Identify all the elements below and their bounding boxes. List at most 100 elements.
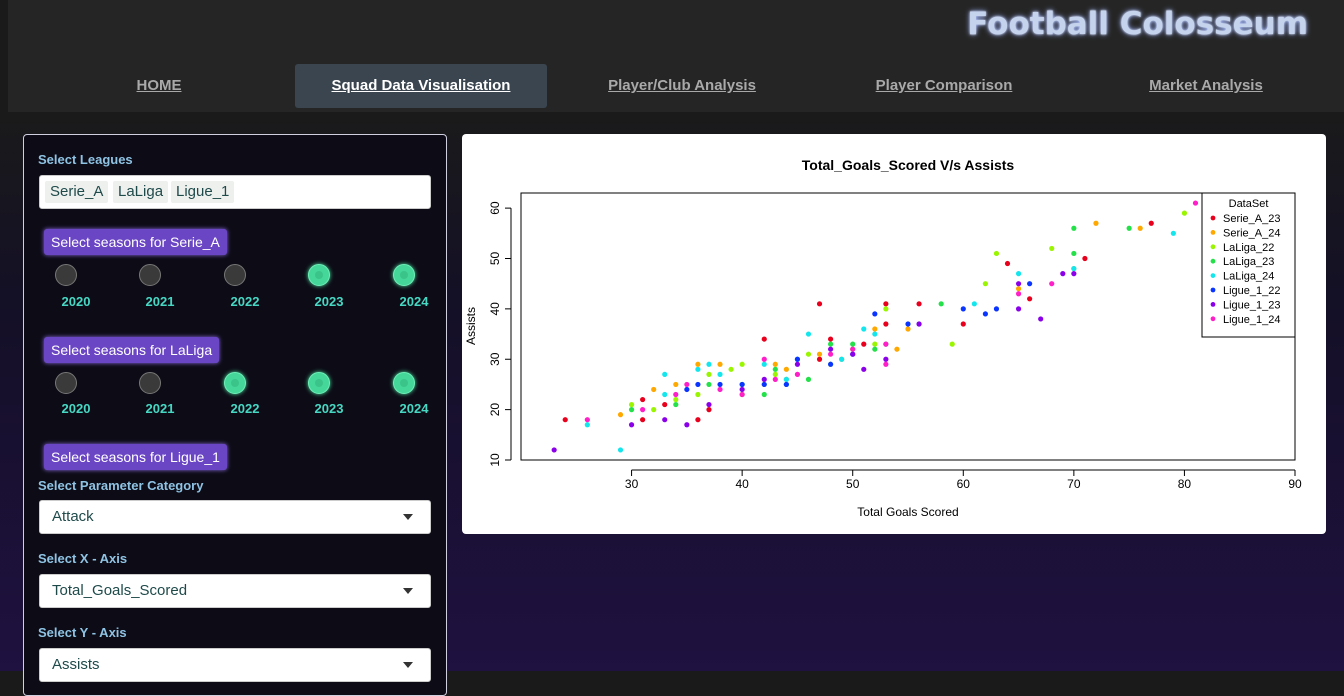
x-axis-label: Select X - Axis [38, 551, 128, 566]
data-point [905, 321, 911, 327]
data-point [993, 250, 1000, 257]
data-point [761, 376, 767, 382]
data-point [662, 401, 668, 408]
data-point [861, 366, 867, 372]
data-point [628, 401, 635, 408]
seasons-serie-a-button[interactable]: Select seasons for Serie_A [44, 229, 227, 255]
tab-player-club-analysis[interactable]: Player/Club Analysis [608, 77, 756, 94]
season-radio-laliga-2024[interactable] [393, 372, 415, 394]
legend-entry: LaLiga_24 [1223, 271, 1274, 283]
tab-squad-data-visualisation[interactable]: Squad Data Visualisation [295, 64, 547, 108]
season-year-label: 2021 [145, 401, 175, 416]
data-point [706, 401, 712, 408]
season-year-label: 2024 [399, 401, 429, 416]
x-axis-title: Total Goals Scored [857, 505, 958, 519]
data-point [916, 321, 922, 327]
data-point [1015, 286, 1022, 292]
data-point [828, 341, 834, 347]
data-point [828, 346, 834, 352]
y-tick-label: 50 [488, 251, 502, 265]
chart-title: Total_Goals_Scored V/s Assists [802, 157, 1015, 173]
season-radio-serie-a-2023[interactable] [308, 264, 330, 286]
data-point [1093, 220, 1099, 226]
data-point [861, 326, 867, 332]
data-point [1126, 225, 1132, 231]
data-point [772, 361, 778, 367]
app-title: Football Colosseum [967, 6, 1308, 42]
legend-entry: Ligue_1_23 [1223, 299, 1281, 311]
seasons-laliga-button[interactable]: Select seasons for LaLiga [44, 337, 220, 363]
season-radio-serie-a-2022[interactable] [224, 264, 246, 286]
data-point [805, 351, 812, 357]
data-point [684, 422, 690, 428]
data-point [1038, 316, 1044, 322]
tab-market-analysis[interactable]: Market Analysis [1149, 77, 1263, 94]
data-point [883, 321, 889, 327]
data-point [1071, 265, 1077, 272]
y-axis-select[interactable]: Assists [39, 648, 431, 682]
league-chip-serie-a[interactable]: Serie_A [45, 181, 109, 203]
data-point [684, 386, 690, 393]
legend-entry: Ligue_1_22 [1223, 285, 1281, 297]
season-year-label: 2020 [61, 294, 91, 309]
data-point [1071, 225, 1077, 231]
legend-marker [1210, 316, 1216, 322]
season-radio-serie-a-2021[interactable] [139, 264, 161, 286]
seasons-ligue-1-button[interactable]: Select seasons for Ligue_1 [44, 444, 227, 470]
data-point [971, 301, 977, 307]
season-radio-serie-a-2020[interactable] [55, 264, 77, 286]
x-tick-label: 70 [1067, 477, 1081, 491]
data-point [761, 336, 767, 342]
x-tick-label: 80 [1178, 477, 1192, 491]
season-year-label: 2021 [145, 294, 175, 309]
data-point [651, 407, 657, 413]
tab-home[interactable]: HOME [136, 77, 182, 94]
season-radio-laliga-2023[interactable] [308, 372, 330, 394]
data-point [1137, 225, 1143, 231]
data-point [960, 306, 966, 312]
data-point [717, 386, 723, 393]
leagues-multiselect[interactable]: Serie_A LaLiga Ligue_1 [39, 175, 431, 209]
season-radio-laliga-2021[interactable] [139, 372, 161, 394]
data-point [739, 386, 745, 393]
data-point [872, 346, 878, 352]
y-axis-label: Select Y - Axis [38, 625, 127, 640]
data-point [739, 391, 745, 398]
data-point [1027, 296, 1033, 302]
season-radio-laliga-2022[interactable] [224, 372, 246, 394]
chevron-down-icon [403, 662, 413, 668]
data-point [805, 376, 812, 382]
legend-box [1201, 192, 1296, 338]
parameter-category-select[interactable]: Attack [39, 500, 431, 534]
data-point [883, 306, 889, 312]
y-tick-label: 10 [488, 453, 502, 467]
legend-entry: Ligue_1_24 [1223, 314, 1281, 326]
data-point [584, 417, 590, 423]
legend-marker [1210, 273, 1216, 278]
data-point [617, 447, 624, 453]
data-point [949, 341, 955, 347]
data-point [673, 396, 679, 403]
data-point [839, 356, 845, 362]
league-chip-ligue-1[interactable]: Ligue_1 [171, 181, 235, 203]
data-point [662, 371, 668, 377]
legend-entry: Serie_A_23 [1223, 213, 1281, 225]
season-radio-serie-a-2024[interactable] [393, 264, 415, 286]
data-point [739, 361, 745, 367]
data-point [872, 326, 878, 332]
x-axis-select[interactable]: Total_Goals_Scored [39, 574, 431, 608]
chevron-down-icon [403, 514, 413, 520]
data-point [551, 447, 557, 453]
data-point [883, 361, 889, 367]
tab-player-comparison[interactable]: Player Comparison [875, 77, 1013, 94]
league-chip-laliga[interactable]: LaLiga [113, 181, 169, 203]
season-year-label: 2020 [61, 401, 91, 416]
data-point [562, 417, 568, 423]
data-point [993, 306, 1000, 312]
data-point [772, 366, 778, 372]
season-radio-laliga-2020[interactable] [55, 372, 77, 394]
data-point [695, 391, 701, 398]
data-point [695, 381, 701, 388]
data-point [1181, 210, 1188, 216]
season-year-label: 2022 [230, 294, 260, 309]
